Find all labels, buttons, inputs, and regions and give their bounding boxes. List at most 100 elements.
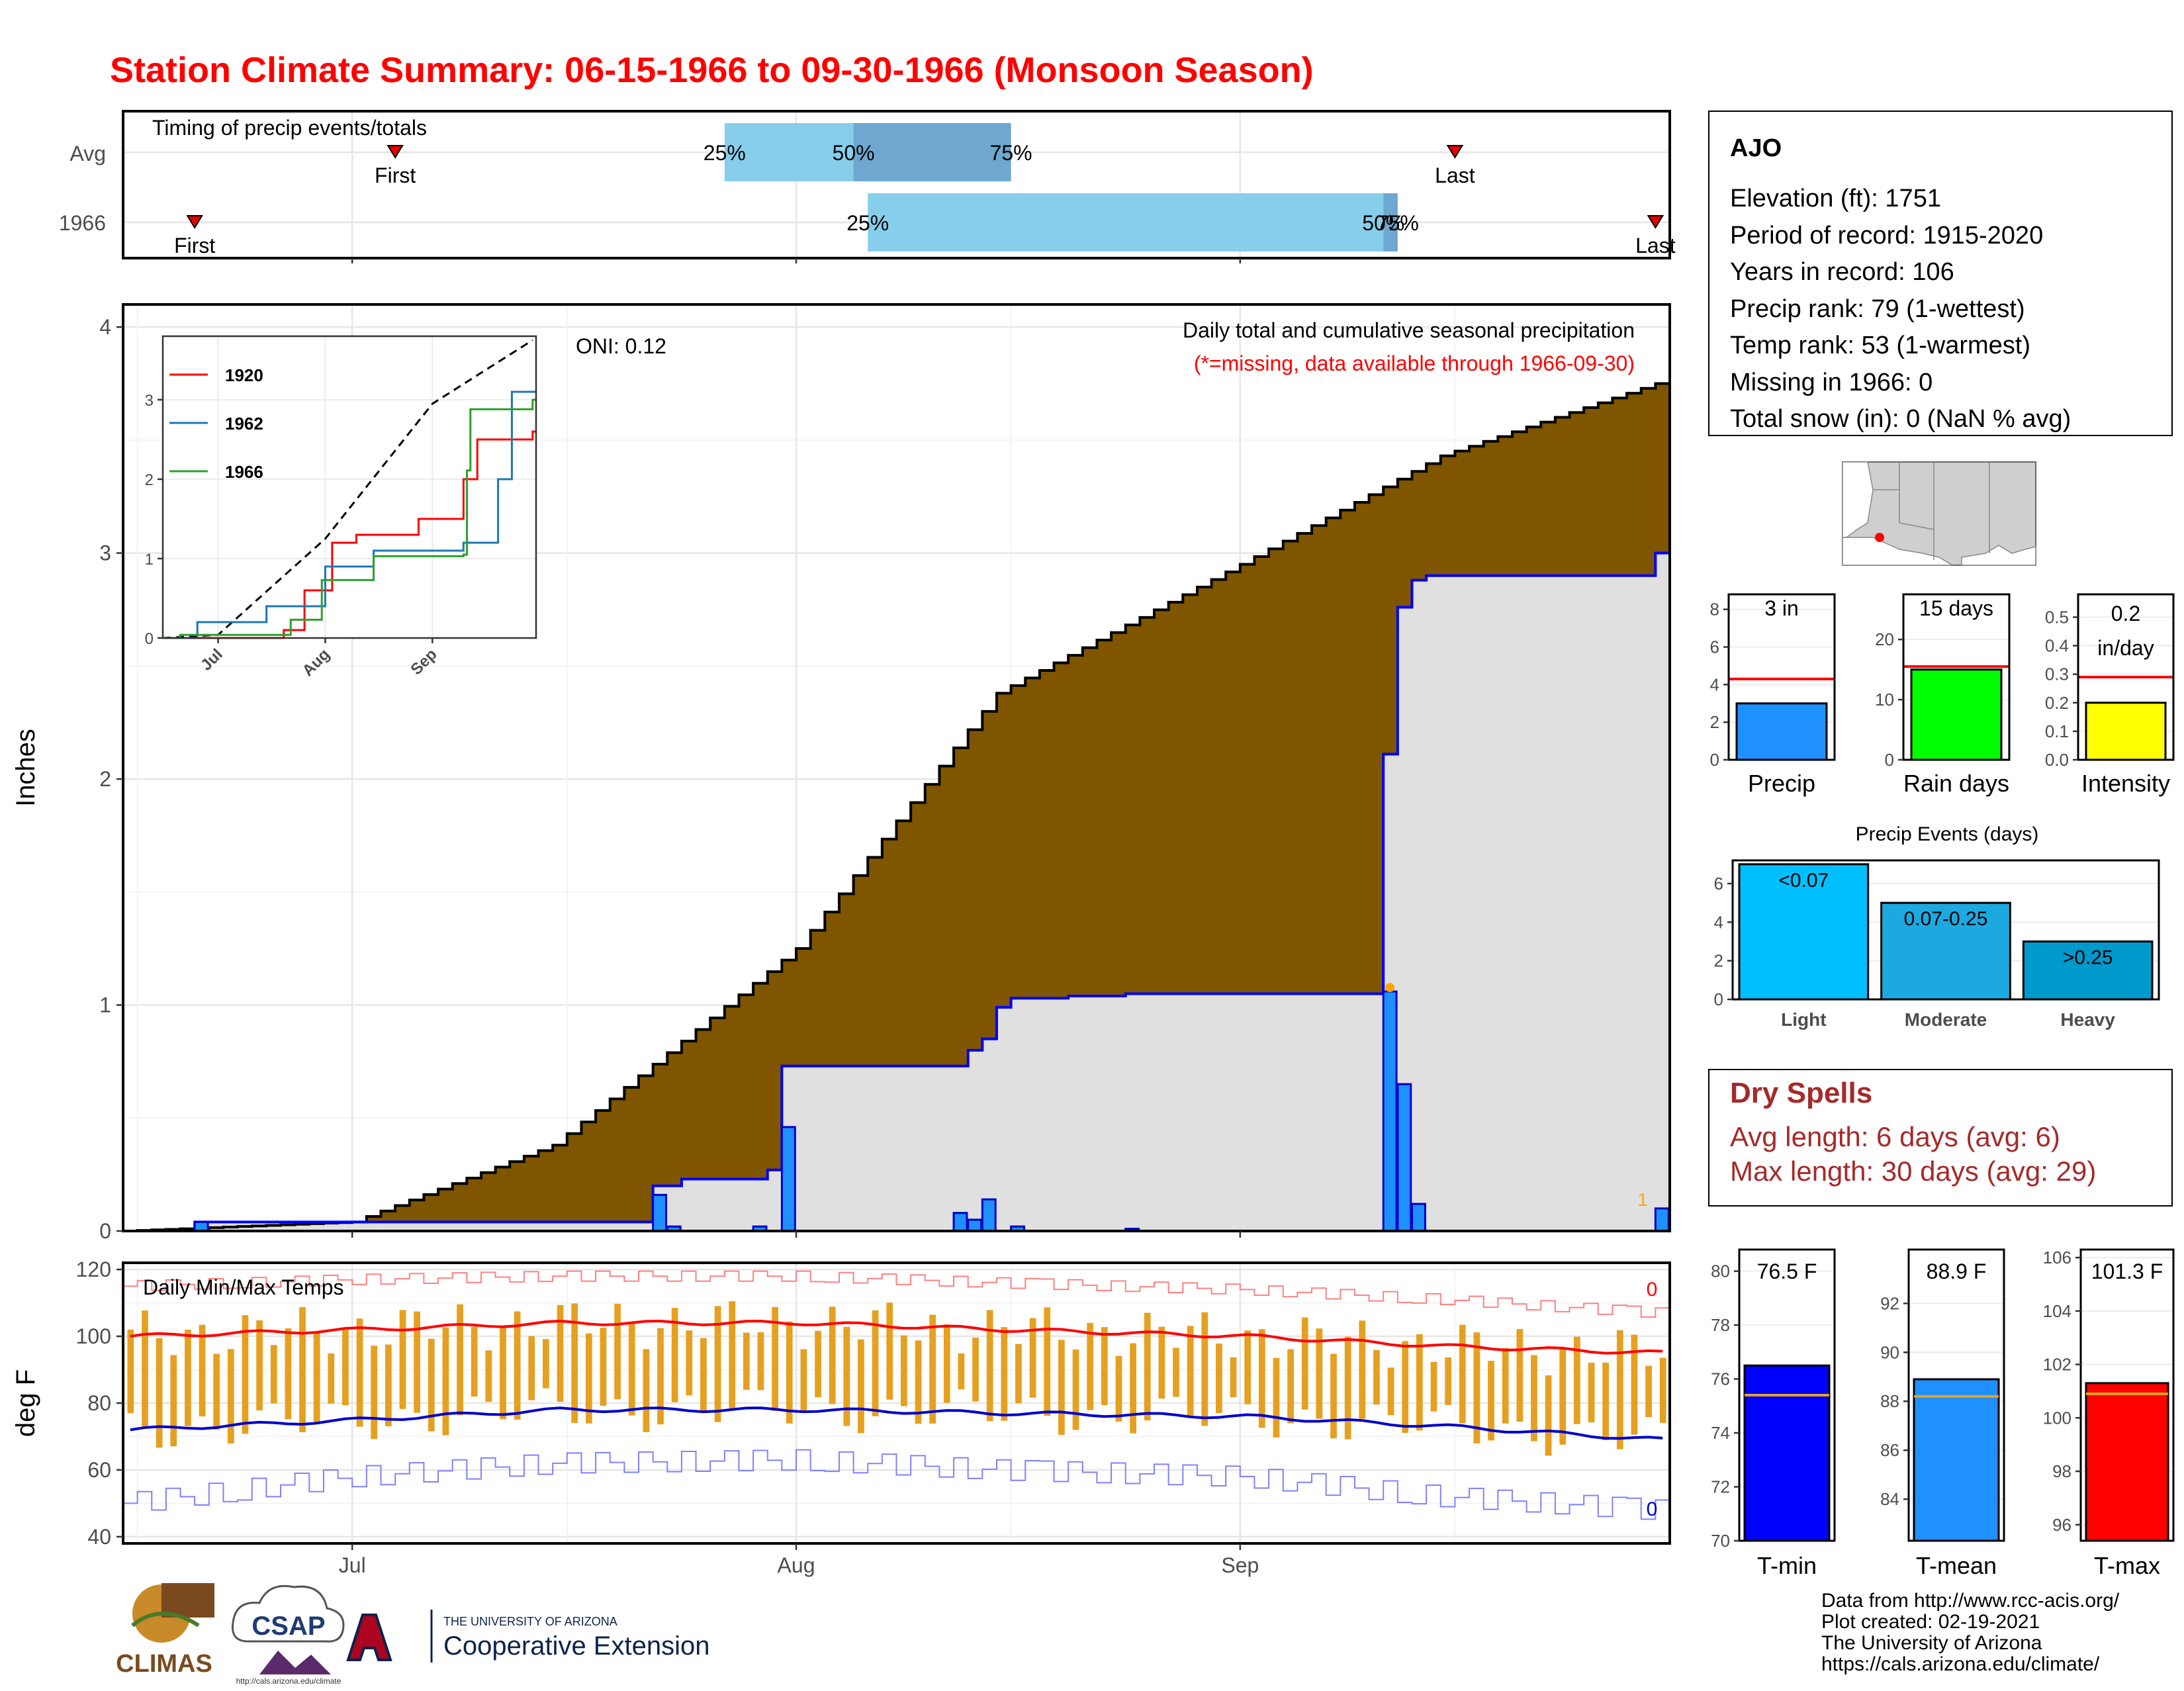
mini-ytick-label-0: 0.0 xyxy=(2045,750,2069,770)
missing-count: 1 xyxy=(1637,1189,1648,1210)
inset-line-1920 xyxy=(163,430,536,639)
events-ytick-label-1: 2 xyxy=(1714,951,1723,971)
temp-daily-bar-18 xyxy=(385,1344,392,1427)
oni-label: ONI: 0.12 xyxy=(576,334,666,358)
temp-daily-bar-30 xyxy=(557,1304,564,1402)
mini-ytick-label-2: 20 xyxy=(1875,629,1894,649)
timing-marker-first-1 xyxy=(186,215,203,229)
temp-chart-ytick-label-1: 86 xyxy=(1880,1440,1899,1460)
temp-daily-bar-59 xyxy=(972,1338,979,1402)
temp-daily-bar-89 xyxy=(1402,1341,1409,1434)
mini-ytick-label-2: 0.2 xyxy=(2045,693,2069,713)
dry-spells-avg: Avg length: 6 days (avg: 6) xyxy=(1730,1121,2060,1152)
avg-cumulative-line xyxy=(123,382,1670,1232)
precip-ytick-label-3: 3 xyxy=(99,541,111,565)
station-elevation: Elevation (ft): 1751 xyxy=(1730,185,1941,212)
timing-row-avg-label: Avg xyxy=(69,142,106,165)
temp-daily-bar-48 xyxy=(815,1330,821,1398)
temp-daily-bar-54 xyxy=(900,1335,907,1406)
temp-daily-bar-96 xyxy=(1502,1348,1509,1424)
temp-ytick-label-4: 120 xyxy=(76,1257,111,1281)
temp-daily-bar-32 xyxy=(585,1333,592,1424)
year-cumulative-line xyxy=(123,551,1670,1232)
dry-spells-max: Max length: 30 days (avg: 29) xyxy=(1730,1156,2096,1187)
ua-logo-a xyxy=(346,1614,392,1661)
inset-frame xyxy=(161,335,537,639)
mini-chart-title: Precip xyxy=(1748,770,1815,797)
ua-logo-line-2: Cooperative Extension xyxy=(443,1631,709,1661)
daily-precip-bar-11 xyxy=(1396,1083,1412,1232)
csap-logo-text: CSAP xyxy=(251,1612,325,1641)
mini-value-label: 3 in xyxy=(1764,596,1799,620)
temp-daily-bar-97 xyxy=(1516,1329,1524,1422)
temp-daily-bar-51 xyxy=(858,1339,864,1434)
daily-precip-bar-0 xyxy=(193,1220,209,1232)
mini-chart-title: Intensity xyxy=(2081,770,2170,797)
temp-daily-bar-22 xyxy=(442,1327,449,1436)
temp-chart-ytick-label-5: 106 xyxy=(2043,1248,2071,1267)
temp-daily-bar-0 xyxy=(127,1329,134,1414)
temp-daily-bar-19 xyxy=(399,1310,406,1409)
temp-daily-bar-79 xyxy=(1258,1329,1265,1428)
station-location-marker xyxy=(1875,533,1884,542)
inset-grid xyxy=(163,336,536,639)
temp-daily-bar-98 xyxy=(1531,1355,1537,1441)
mini-value-label-line-1: 0.2 xyxy=(2111,602,2140,625)
temp-daily-bar-75 xyxy=(1201,1312,1208,1426)
inset-legend: 1920 1962 1966 xyxy=(169,365,263,482)
timing-label-50-0: 50% xyxy=(833,141,875,165)
temp-daily-bar-99 xyxy=(1545,1375,1552,1456)
temp-daily-bar-60 xyxy=(986,1310,993,1422)
temp-daily-bar-1 xyxy=(142,1310,148,1428)
temp-daily-bar-62 xyxy=(1015,1344,1022,1404)
temp-daily-bar-46 xyxy=(786,1321,793,1424)
temp-daily-bar-69 xyxy=(1115,1355,1122,1422)
dry-spells-box: Dry Spells Avg length: 6 days (avg: 6) M… xyxy=(1708,1069,2173,1207)
temp-daily-bar-28 xyxy=(528,1336,535,1400)
inset-lines xyxy=(162,339,536,639)
temp-daily-bar-95 xyxy=(1488,1361,1494,1441)
legend-label-1966: 1966 xyxy=(225,462,263,482)
temp-daily-bar-61 xyxy=(1001,1327,1008,1421)
precip-ytick-label-4: 4 xyxy=(99,315,111,339)
timing-marker-first-0 xyxy=(387,145,404,159)
temp-daily-bar-23 xyxy=(457,1304,463,1416)
timing-marker-last-0 xyxy=(1446,145,1464,159)
csap-logo: CSAP http://cals.arizona.edu/climate xyxy=(231,1584,345,1686)
page-title: Station Climate Summary: 06-15-1966 to 0… xyxy=(110,50,1314,90)
temp-chart-ytick-label-2: 88 xyxy=(1880,1391,1899,1411)
temp-daily-bar-73 xyxy=(1173,1348,1179,1397)
mini-ytick-label-2: 4 xyxy=(1710,674,1719,694)
temp-panel: 40 60 80 100 120 deg F Daily Min/Max Temps 0… xyxy=(11,1257,1671,1549)
timing-row-1966-label: 1966 xyxy=(59,211,106,235)
temp-daily-bar-67 xyxy=(1087,1322,1094,1410)
temp-line-record-max xyxy=(123,1270,1670,1318)
temp-daily-bar-14 xyxy=(328,1353,335,1404)
temp-panel-title: Daily Min/Max Temps xyxy=(143,1275,343,1299)
temp-daily-bar-100 xyxy=(1559,1349,1567,1445)
precip-ytick-label-1: 1 xyxy=(99,993,111,1017)
temp-daily-bar-102 xyxy=(1588,1362,1595,1423)
temp-chart-frame xyxy=(2079,1248,2175,1542)
temp-daily-bar-26 xyxy=(500,1327,506,1420)
events-value-label-1: 0.07-0.25 xyxy=(1904,908,1988,930)
precip-ylabel: Inches xyxy=(11,729,40,807)
temp-daily-bar-33 xyxy=(600,1328,607,1406)
temp-daily-bar-103 xyxy=(1602,1362,1610,1441)
x-axis: Jul Aug Sep xyxy=(339,258,1259,1577)
temp-daily-bar-80 xyxy=(1273,1357,1280,1438)
temp-daily-bar-29 xyxy=(543,1339,549,1389)
timing-label-25-1: 25% xyxy=(846,211,889,235)
temp-daily-bar-81 xyxy=(1287,1349,1294,1424)
daily-precip-bar-10 xyxy=(1382,990,1398,1232)
temp-daily-bar-104 xyxy=(1616,1330,1623,1449)
temp-ytick-label-3: 100 xyxy=(76,1324,111,1348)
temp-daily-bar-78 xyxy=(1244,1330,1251,1404)
temp-ytick-label-1: 60 xyxy=(87,1458,111,1482)
mini-ytick-label-1: 10 xyxy=(1875,690,1894,709)
temp-daily-bar-65 xyxy=(1058,1340,1065,1435)
mini-ytick-label-0: 0 xyxy=(1885,750,1894,770)
record-high-count: 0 xyxy=(1647,1279,1658,1301)
